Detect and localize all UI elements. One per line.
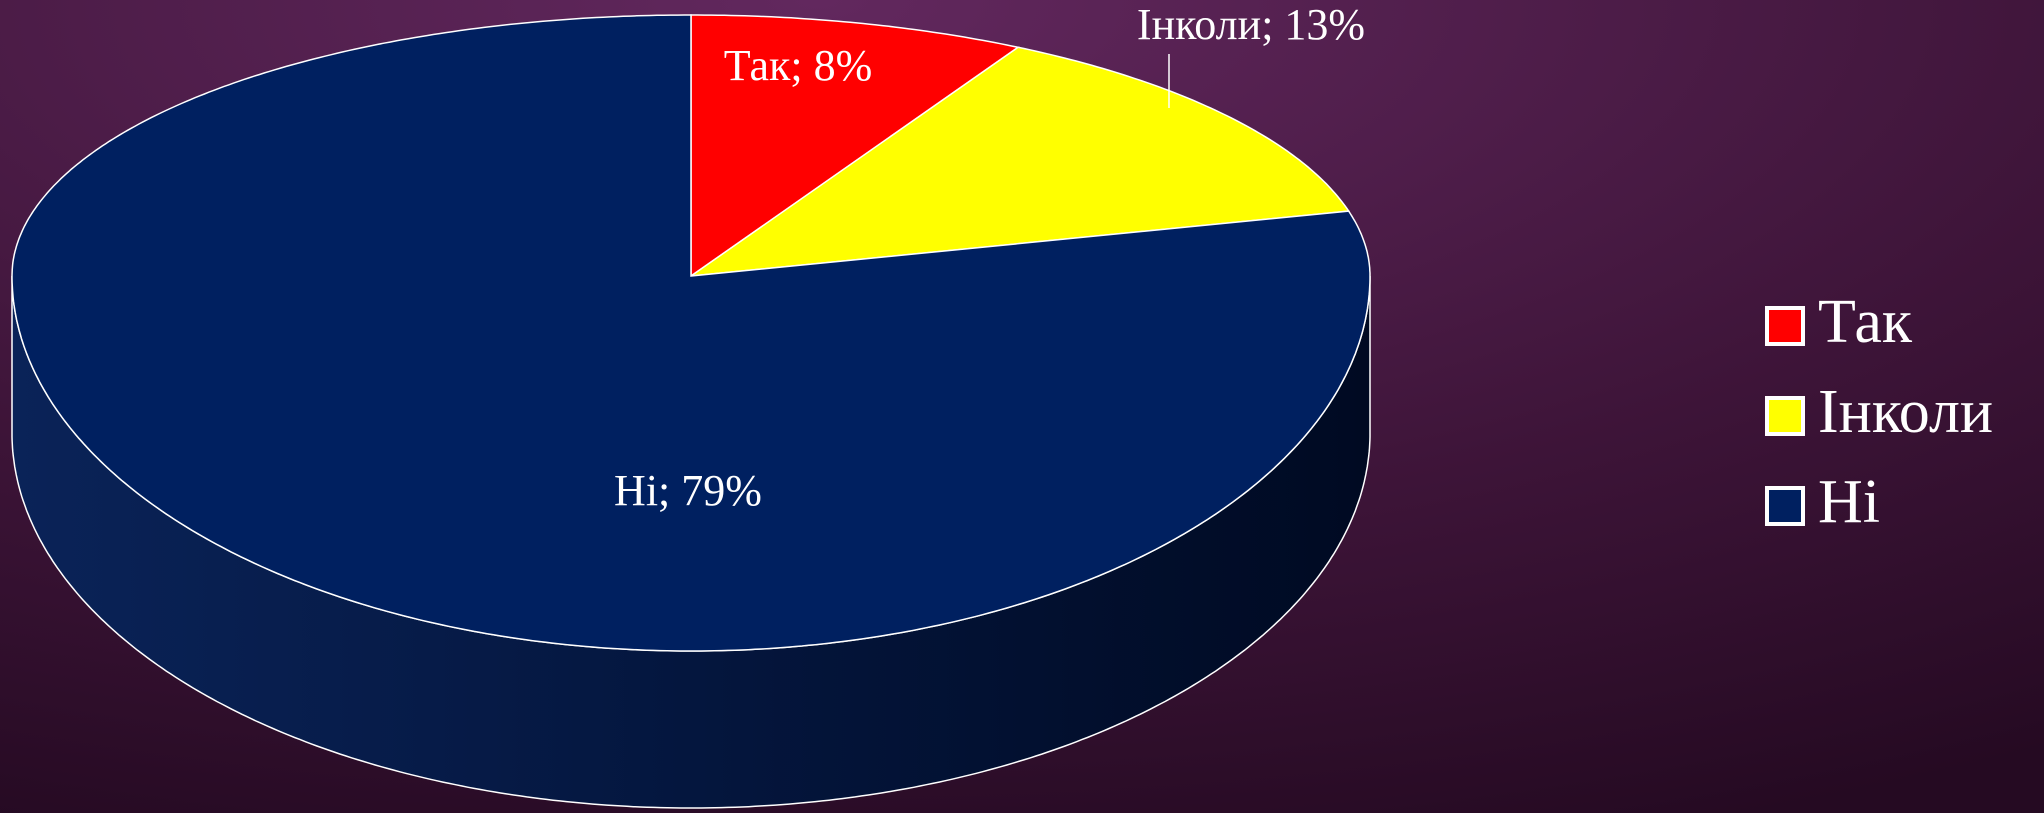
legend-label: Так [1818,288,1913,356]
pie-slice [11,14,1371,652]
pie-slice [688,46,1351,278]
legend-label: Інколи [1818,378,1993,446]
legend-swatch [1765,486,1805,526]
data-label: Інколи; 13% [1137,0,1365,49]
legend-swatch [1765,396,1805,436]
data-labels: Так; 8% Інколи; 13% Ні; 79% [614,0,1365,515]
pie [11,14,1371,809]
legend-swatch [1765,306,1805,346]
legend: Так Інколи Ні [1765,288,1993,536]
data-label: Ні; 79% [614,466,762,515]
data-label: Так; 8% [724,41,873,90]
legend-label: Ні [1818,468,1880,536]
pie-slice [690,14,1020,278]
